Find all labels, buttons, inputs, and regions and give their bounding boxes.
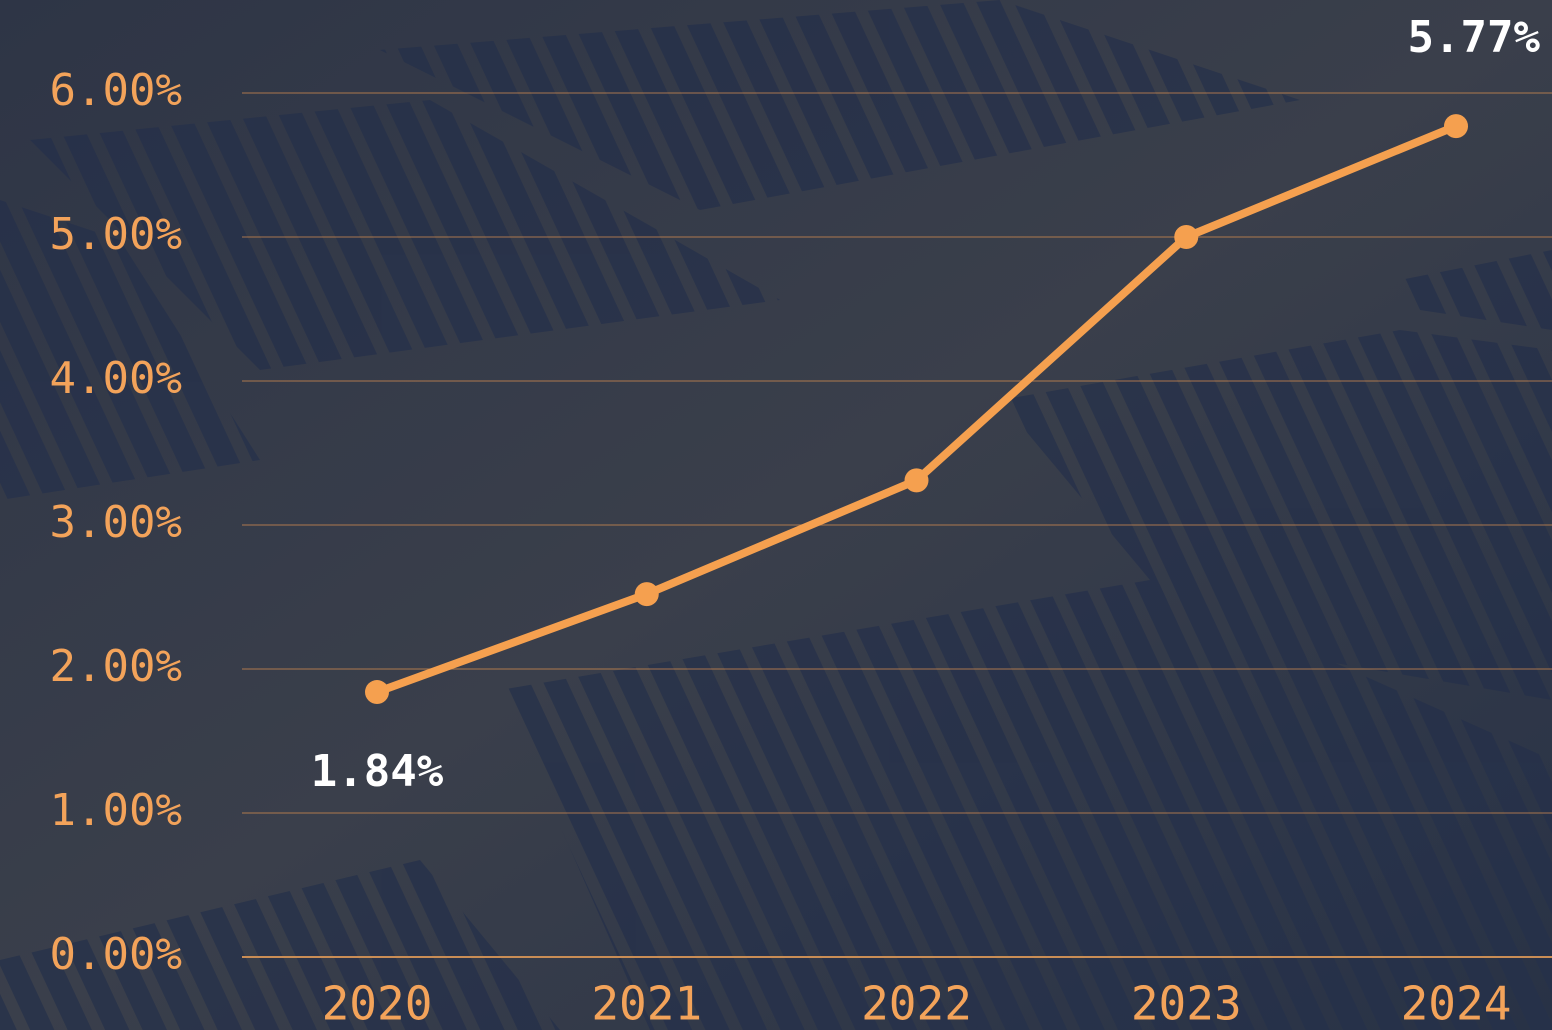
point [1444,114,1468,139]
point [1174,225,1199,249]
point [634,582,659,607]
point [904,468,929,493]
data-label: 5.77% [1408,12,1541,63]
y-tick-label: 5.00% [50,209,182,260]
y-tick-label: 1.00% [50,785,182,836]
data-label: 1.84% [311,746,444,797]
y-tick-label: 3.00% [50,497,182,548]
y-tick-label: 0.00% [50,929,182,980]
x-tick-label: 2020 [322,977,433,1030]
x-tick-label: 2023 [1131,977,1242,1030]
x-tick-label: 2022 [861,977,972,1030]
x-tick-label: 2021 [591,977,702,1030]
x-tick-label: 2024 [1401,977,1512,1030]
y-tick-label: 2.00% [50,641,182,692]
y-tick-label: 4.00% [50,353,182,404]
point [365,680,389,705]
y-tick-label: 6.00% [50,65,182,116]
